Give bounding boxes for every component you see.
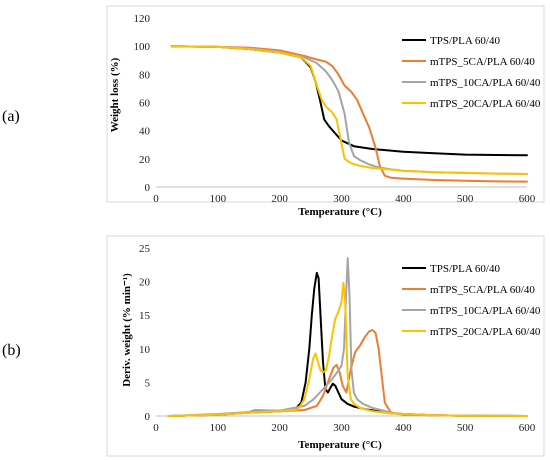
panel-b-y-tick-label: 10 [139, 344, 151, 356]
panel-b-series-line-2 [167, 329, 528, 417]
panel-a-x-tick-label: 300 [333, 193, 350, 205]
panel-a-legend-label-4: mTPS_20CA/PLA 60/40 [430, 98, 541, 110]
panel-b-x-tick-label: 600 [519, 422, 536, 434]
panel-a-legend: TPS/PLA 60/40 mTPS_5CA/PLA 60/40 mTPS_10CA… [402, 35, 541, 110]
panel-b-series-line-4 [167, 281, 528, 417]
panel-b: (b) Deriv. weight (% min⁻¹) Temperature … [2, 235, 545, 457]
panel-b-label: (b) [2, 342, 21, 359]
panel-a-series [170, 45, 528, 183]
panel-a-series-line-4 [170, 45, 528, 175]
panel-a-y-tick-label: 80 [139, 69, 151, 81]
panel-a-x-tick-label: 200 [271, 193, 288, 205]
panel-a-y-axis-title: Weight loss (%) [109, 57, 121, 132]
panel-b-x-tick-label: 300 [333, 422, 350, 434]
panel-a-y-tick-label: 20 [139, 154, 151, 166]
panel-b-legend-label-3: mTPS_10CA/PLA 60/40 [430, 305, 541, 317]
panel-b-x-tick-label: 200 [271, 422, 288, 434]
panel-b-x-tick-label: 0 [153, 422, 159, 434]
panel-b-x-tick-label: 500 [457, 422, 474, 434]
panel-b-x-tick-label: 400 [395, 422, 412, 434]
panel-a-axes: 0 100 200 300 400 500 600 0 20 40 60 80 100 120 [134, 13, 536, 205]
panel-a-frame [106, 5, 545, 203]
panel-a-legend-label-3: mTPS_10CA/PLA 60/40 [430, 77, 541, 89]
panel-b-series [167, 257, 528, 417]
panel-b-axes: 0 100 200 300 400 500 600 0 5 10 15 20 25 [139, 243, 536, 434]
panel-a-x-axis-title: Temperature (°C) [298, 206, 382, 218]
panel-b-y-tick-label: 15 [139, 310, 151, 322]
panel-a-y-tick-label: 0 [145, 182, 151, 194]
panel-a-legend-label-1: TPS/PLA 60/40 [430, 35, 500, 47]
panel-b-y-tick-label: 25 [139, 243, 151, 255]
panel-b-frame [106, 235, 545, 457]
panel-a-x-tick-label: 600 [519, 193, 536, 205]
panel-a-label: (a) [2, 108, 20, 125]
panel-a-y-tick-label: 40 [139, 126, 151, 138]
panel-b-series-line-3 [167, 257, 528, 417]
panel-a-x-tick-label: 400 [395, 193, 412, 205]
panel-a-y-tick-label: 120 [134, 13, 151, 25]
panel-b-y-tick-label: 5 [145, 377, 151, 389]
panel-a-legend-label-2: mTPS_5CA/PLA 60/40 [430, 56, 535, 68]
panel-b-x-axis-title: Temperature (°C) [298, 439, 382, 451]
panel-a-x-tick-label: 0 [153, 193, 159, 205]
panel-a-y-tick-label: 60 [139, 98, 151, 110]
panel-b-x-tick-label: 100 [210, 422, 227, 434]
panel-b-legend-label-4: mTPS_20CA/PLA 60/40 [430, 326, 541, 338]
panel-b-y-axis-title: Deriv. weight (% min⁻¹) [121, 273, 133, 387]
panel-a-x-tick-label: 500 [457, 193, 474, 205]
panel-b-y-tick-label: 20 [139, 277, 151, 289]
panel-b-legend-label-2: mTPS_5CA/PLA 60/40 [430, 284, 535, 296]
panel-b-y-tick-label: 0 [145, 411, 151, 423]
panel-b-legend-label-1: TPS/PLA 60/40 [430, 263, 500, 275]
panel-a-x-tick-label: 100 [210, 193, 227, 205]
panel-a: (a) Weight loss (%) Temperature (°C) 0 10… [2, 5, 545, 218]
panel-b-legend: TPS/PLA 60/40 mTPS_5CA/PLA 60/40 mTPS_10CA… [402, 263, 541, 338]
panel-a-series-line-2 [170, 45, 528, 183]
panel-a-y-tick-label: 100 [134, 41, 151, 53]
